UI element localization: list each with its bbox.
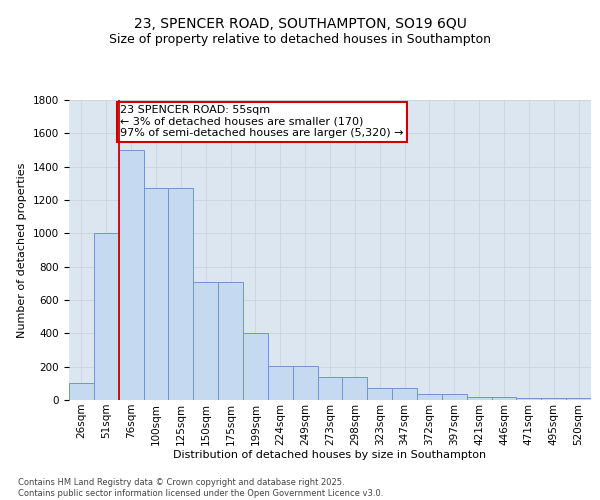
Bar [268, 366, 293, 400]
Text: Contains HM Land Registry data © Crown copyright and database right 2025.
Contai: Contains HM Land Registry data © Crown c… [18, 478, 383, 498]
Bar [517, 398, 541, 400]
Text: 23, SPENCER ROAD, SOUTHAMPTON, SO19 6QU: 23, SPENCER ROAD, SOUTHAMPTON, SO19 6QU [134, 18, 466, 32]
Bar [343, 376, 367, 400]
Bar [293, 366, 317, 400]
Bar [566, 398, 591, 400]
Bar [317, 376, 343, 400]
Bar [442, 394, 467, 400]
Bar [218, 282, 243, 400]
X-axis label: Distribution of detached houses by size in Southampton: Distribution of detached houses by size … [173, 450, 487, 460]
Bar [467, 396, 491, 400]
Bar [243, 334, 268, 400]
Bar [491, 396, 517, 400]
Bar [541, 398, 566, 400]
Y-axis label: Number of detached properties: Number of detached properties [17, 162, 28, 338]
Bar [94, 234, 119, 400]
Bar [392, 388, 417, 400]
Bar [69, 382, 94, 400]
Bar [417, 394, 442, 400]
Bar [119, 150, 143, 400]
Text: 23 SPENCER ROAD: 55sqm
← 3% of detached houses are smaller (170)
97% of semi-det: 23 SPENCER ROAD: 55sqm ← 3% of detached … [120, 105, 403, 138]
Bar [143, 188, 169, 400]
Bar [193, 282, 218, 400]
Bar [169, 188, 193, 400]
Bar [367, 388, 392, 400]
Text: Size of property relative to detached houses in Southampton: Size of property relative to detached ho… [109, 32, 491, 46]
